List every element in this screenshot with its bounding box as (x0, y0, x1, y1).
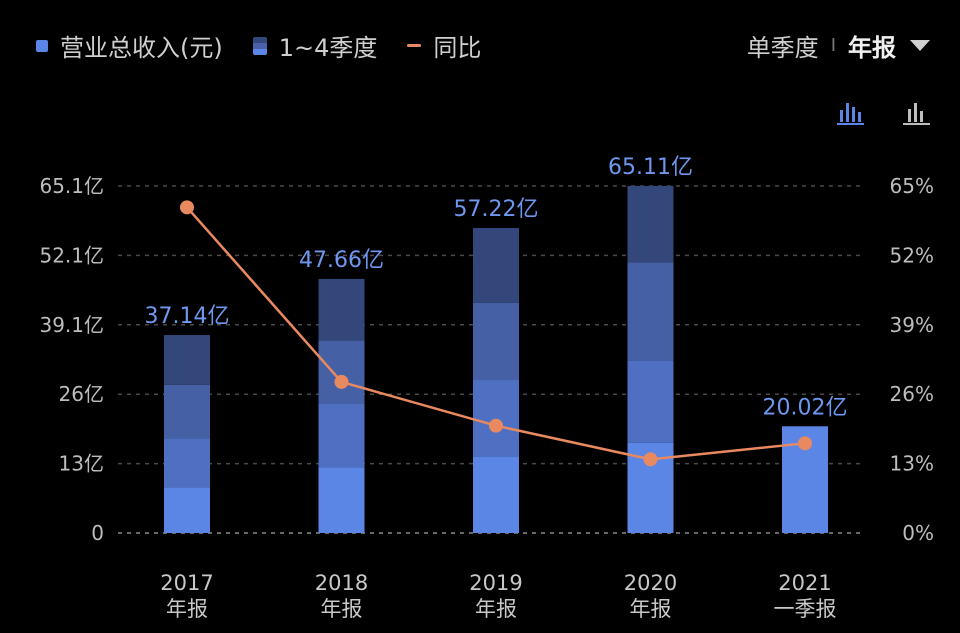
legend-quarters-label: 1~4季度 (278, 34, 378, 62)
period-switch: 单季度 I 年报 (747, 28, 930, 63)
legend: 营业总收入(元) 1~4季度 同比 (36, 28, 511, 63)
bar-segment (164, 487, 210, 533)
legend-quarters[interactable]: 1~4季度 (252, 28, 378, 63)
y-right-tick-label: 13% (890, 452, 934, 476)
bar-chart-icon[interactable] (902, 100, 930, 126)
data-label: 65.11亿 (608, 155, 693, 180)
bar-segment (473, 302, 519, 381)
yoy-point (798, 436, 812, 451)
x-tick-label: 2021 (778, 571, 831, 595)
yoy-point (334, 374, 349, 389)
y-right-tick-label: 26% (890, 382, 934, 406)
x-tick-label: 年报 (630, 597, 672, 621)
x-tick-label: 2017 (160, 571, 213, 595)
yoy-point (489, 418, 503, 433)
x-tick-label: 年报 (166, 597, 208, 621)
bar-segment (164, 335, 210, 385)
period-separator: I (830, 35, 836, 56)
y-right-tick-label: 52% (890, 243, 934, 267)
chevron-down-icon[interactable] (910, 40, 930, 51)
annual-option[interactable]: 年报 (848, 34, 896, 62)
quarters-swatch (252, 36, 267, 55)
data-label: 20.02亿 (763, 395, 848, 420)
data-label: 57.22亿 (454, 197, 539, 222)
bar-segment (318, 467, 365, 533)
legend-yoy-label: 同比 (433, 34, 482, 62)
bar-chart-icon-active[interactable] (836, 100, 864, 126)
y-right-tick-label: 39% (890, 313, 934, 337)
data-label: 37.14亿 (145, 304, 230, 329)
x-tick-label: 一季报 (774, 597, 837, 621)
x-tick-label: 年报 (475, 597, 517, 621)
y-left-tick-label: 13亿 (59, 452, 104, 476)
bar-segment (318, 404, 365, 468)
legend-revenue-label: 营业总收入(元) (60, 34, 223, 62)
yoy-point (180, 200, 194, 215)
bar-segment (164, 438, 210, 488)
y-left-tick-label: 26亿 (59, 382, 104, 406)
x-tick-label: 年报 (321, 597, 363, 621)
legend-revenue[interactable]: 营业总收入(元) (36, 28, 223, 63)
bar-segment (627, 360, 674, 443)
bar-segment (473, 380, 519, 457)
legend-yoy[interactable]: 同比 (407, 28, 481, 63)
yoy-point (643, 452, 658, 467)
y-right-tick-label: 65% (890, 174, 934, 198)
bar-segment (473, 456, 519, 533)
y-left-tick-label: 65.1亿 (39, 174, 104, 198)
quarterly-option[interactable]: 单季度 (746, 34, 819, 62)
bar-segment (627, 185, 674, 263)
yoy-swatch (407, 44, 422, 47)
data-label: 47.66亿 (299, 248, 384, 273)
y-left-tick-label: 52.1亿 (39, 243, 104, 267)
y-left-tick-label: 39.1亿 (39, 313, 104, 337)
bar-segment (627, 262, 674, 361)
bar-segment (164, 384, 210, 439)
x-tick-label: 2018 (315, 571, 368, 595)
bar-segment (318, 340, 365, 405)
bar-segment (318, 278, 365, 341)
bar-segment (473, 228, 519, 303)
x-tick-label: 2019 (469, 571, 522, 595)
x-tick-label: 2020 (624, 571, 677, 595)
view-toggle (798, 100, 930, 126)
y-left-tick-label: 0 (91, 521, 104, 545)
revenue-swatch (36, 39, 48, 52)
y-right-tick-label: 0% (902, 521, 934, 545)
